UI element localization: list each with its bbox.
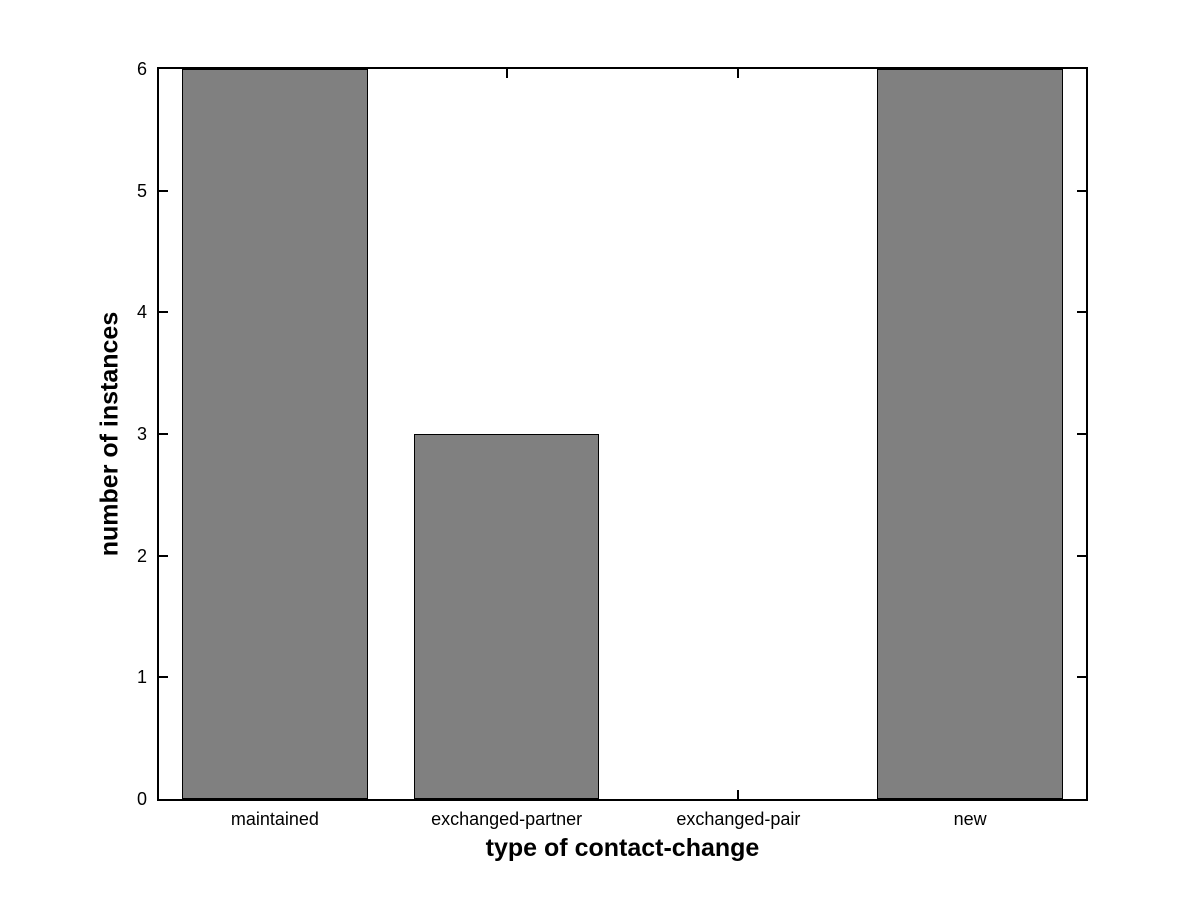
bar-new	[877, 69, 1063, 799]
x-tick-top	[505, 69, 508, 78]
y-tick-label: 1	[136, 667, 147, 688]
x-tick-label: exchanged-partner	[431, 809, 583, 829]
y-tick-right	[1077, 676, 1086, 679]
y-tick-right	[1077, 433, 1086, 435]
y-tick-label: 5	[136, 180, 147, 201]
bar-exchanged-partner	[413, 434, 600, 799]
x-tick-label: maintained	[230, 809, 319, 829]
plot-area	[157, 67, 1088, 801]
x-axis-label: type of contact-change	[485, 834, 760, 862]
x-tick-label: exchanged-pair	[676, 809, 801, 829]
y-tick-left	[159, 311, 168, 314]
y-tick-label: 2	[136, 545, 147, 566]
y-tick-right	[1077, 311, 1086, 314]
x-tick-bottom	[737, 790, 740, 799]
y-tick-label: 6	[136, 59, 147, 79]
bar-maintained	[182, 69, 368, 799]
y-tick-left	[159, 189, 168, 192]
y-tick-right	[1077, 554, 1086, 557]
y-tick-left	[159, 433, 168, 435]
y-tick-right	[1077, 189, 1086, 192]
y-tick-label: 0	[136, 789, 147, 809]
x-tick-label: new	[953, 809, 987, 829]
y-tick-left	[159, 554, 168, 557]
x-tick-top	[737, 69, 740, 78]
y-tick-label: 3	[136, 424, 147, 444]
y-tick-left	[159, 676, 168, 679]
y-tick-label: 4	[136, 302, 147, 323]
